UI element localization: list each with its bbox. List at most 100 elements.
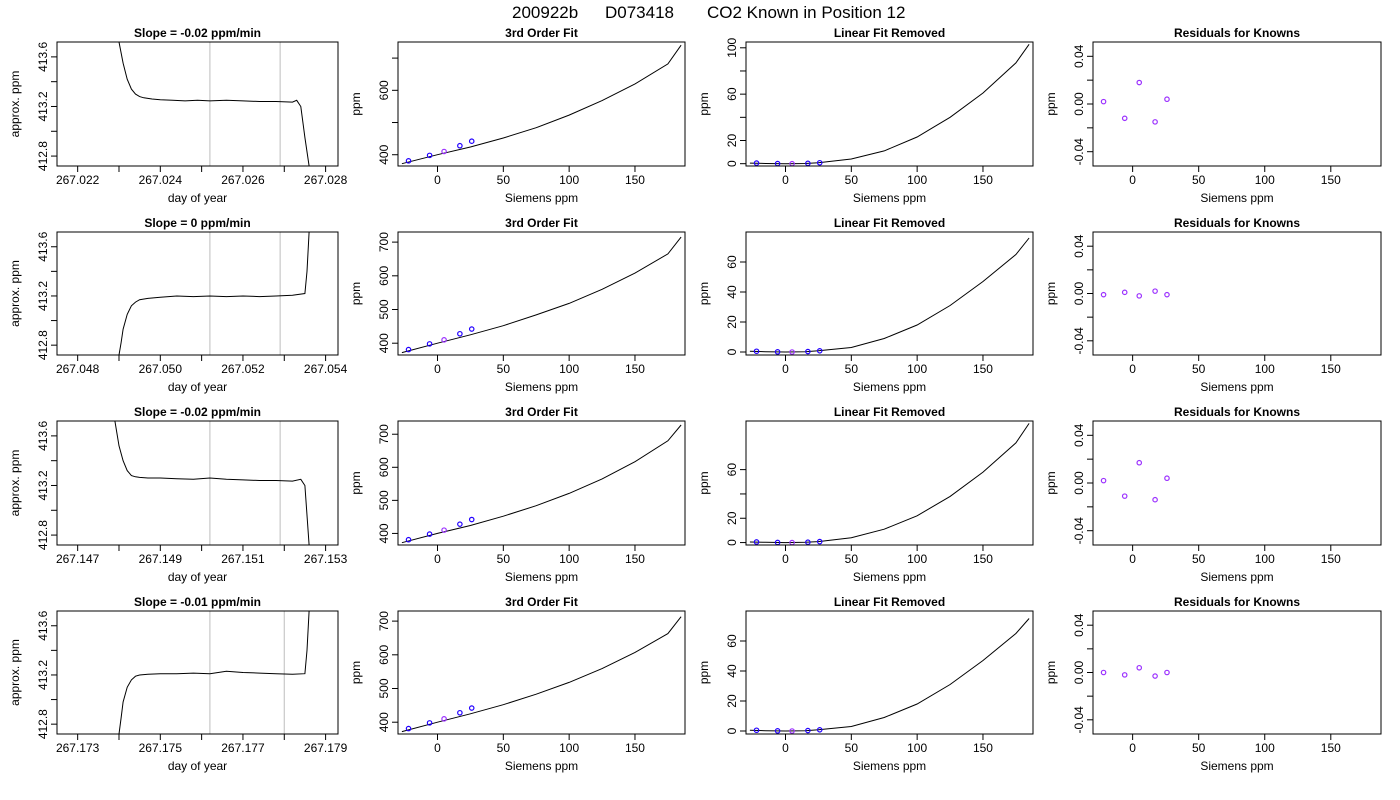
data-point: [1164, 291, 1170, 298]
y-tick-label: 413.6: [36, 231, 50, 261]
panel-3-1: Slope = -0.02 ppm/min 267.147 267.149 267.1…: [8, 405, 348, 584]
y-tick-label: 413.6: [36, 42, 50, 72]
y-tick-label: 600: [377, 644, 391, 664]
data-point: [426, 341, 433, 347]
x-tick-label: 100: [1255, 362, 1275, 376]
data-point: [441, 337, 447, 343]
y-tick-label: 400: [377, 523, 391, 543]
panel-4-2: 3rd Order Fit 0 50 100 150 400 500 600 700 Siemen…: [349, 595, 686, 773]
panel-4-4: Residuals for Knowns 0 50 100 150 -0.04 0.00 0.…: [1044, 595, 1382, 773]
x-tick-label: 267.177: [221, 741, 265, 755]
y-tick-label: 600: [377, 457, 391, 477]
data-point: [426, 720, 433, 726]
data-point: [805, 727, 811, 734]
y-tick-label: 412.8: [36, 520, 50, 550]
data-point: [1136, 459, 1143, 466]
panel-title: Linear Fit Removed: [834, 405, 945, 419]
x-tick-label: 50: [845, 173, 859, 187]
y-tick-label: -0.04: [1072, 517, 1086, 545]
y-axis-label: approx. ppm: [8, 639, 22, 706]
data-point: [789, 349, 795, 355]
x-tick-label: 267.149: [139, 552, 183, 566]
x-tick-label: 150: [625, 362, 645, 376]
data-point: [426, 152, 433, 159]
x-tick-label: 267.050: [139, 362, 183, 376]
series-line: [118, 611, 310, 734]
y-tick-label: 60: [725, 255, 739, 269]
x-tick-label: 100: [559, 741, 579, 755]
panel-1-2: 3rd Order Fit 0 50 100 150 400 600 Siemens ppm p…: [349, 26, 686, 205]
data-point: [753, 348, 760, 355]
x-axis-label: Siemens ppm: [1200, 380, 1273, 394]
data-point: [457, 330, 463, 337]
y-tick-label: 0.00: [1072, 471, 1086, 495]
data-point: [805, 539, 811, 545]
y-axis-label: ppm: [1044, 661, 1058, 684]
y-tick-label: 412.8: [36, 141, 50, 171]
panel-title: Linear Fit Removed: [834, 26, 945, 40]
y-tick-label: 0.04: [1072, 234, 1086, 258]
y-axis-label: ppm: [697, 282, 711, 305]
data-point: [1121, 115, 1128, 122]
panel-title: 3rd Order Fit: [505, 216, 578, 230]
x-tick-label: 100: [559, 173, 579, 187]
data-point: [1152, 119, 1158, 125]
panel-2-1: Slope = 0 ppm/min 267.048 267.050 267.052 26…: [8, 216, 348, 394]
plot-frame: [1092, 420, 1382, 546]
plot-frame: [1092, 231, 1382, 356]
y-tick-label: 400: [377, 333, 391, 353]
plot-frame: [56, 231, 339, 356]
x-axis-label: Siemens ppm: [853, 759, 926, 773]
y-tick-label: 40: [725, 664, 739, 678]
data-point: [1121, 289, 1128, 296]
data-point: [457, 521, 463, 527]
panel-1-1: Slope = -0.02 ppm/min 267.022 267.024 267.0…: [8, 26, 348, 205]
panel-title: Linear Fit Removed: [834, 216, 945, 230]
series-line: [749, 423, 1030, 544]
x-tick-label: 0: [782, 362, 789, 376]
x-tick-label: 100: [907, 173, 927, 187]
panel-2-2: 3rd Order Fit 0 50 100 150 400 500 600 700 Siemen…: [349, 216, 686, 394]
data-point: [1136, 79, 1143, 86]
data-point: [1121, 493, 1128, 499]
panel-title: Residuals for Knowns: [1174, 595, 1300, 609]
y-tick-label: 412.8: [36, 709, 50, 739]
x-tick-label: 267.054: [304, 362, 348, 376]
y-axis-label: ppm: [697, 471, 711, 494]
series-line: [749, 618, 1030, 732]
x-axis-label: Siemens ppm: [853, 570, 926, 584]
plot-frame: [1092, 610, 1382, 735]
x-tick-label: 100: [559, 362, 579, 376]
x-tick-label: 150: [973, 552, 993, 566]
data-point: [1152, 496, 1158, 503]
plot-frame: [397, 231, 686, 356]
data-point: [405, 158, 412, 164]
x-tick-label: 267.022: [56, 173, 100, 187]
data-point: [1136, 664, 1143, 671]
x-tick-label: 50: [497, 741, 511, 755]
x-axis-label: Siemens ppm: [1200, 759, 1273, 773]
data-point: [1100, 477, 1107, 484]
data-point: [753, 539, 760, 545]
x-tick-label: 100: [907, 741, 927, 755]
y-axis-label: approx. ppm: [8, 71, 22, 138]
x-tick-label: 267.024: [139, 173, 183, 187]
plot-frame: [397, 420, 686, 546]
y-tick-label: 600: [377, 265, 391, 285]
data-point: [405, 346, 412, 353]
data-point: [441, 716, 447, 722]
y-tick-label: 700: [377, 611, 391, 631]
panel-3-3: Linear Fit Removed 0 50 100 150 0 20 60 Siemens …: [697, 405, 1034, 584]
data-point: [1100, 291, 1107, 298]
plot-frame: [397, 41, 686, 167]
y-tick-label: 413.6: [36, 610, 50, 640]
x-tick-label: 50: [1192, 741, 1206, 755]
figure-title-cylinder: D073418: [605, 3, 674, 22]
x-tick-label: 267.179: [304, 741, 348, 755]
y-tick-label: 500: [377, 490, 391, 510]
data-point: [441, 527, 447, 533]
x-axis-label: day of year: [168, 380, 227, 394]
x-axis-label: Siemens ppm: [505, 191, 578, 205]
x-tick-label: 50: [845, 362, 859, 376]
series-line: [401, 616, 682, 733]
